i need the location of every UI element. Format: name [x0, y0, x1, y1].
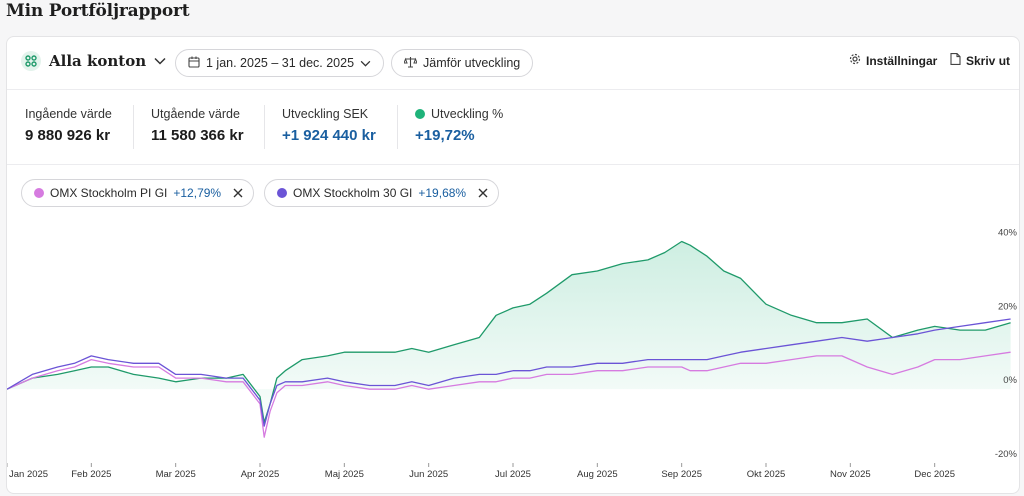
stat-label: Ingående värde	[25, 107, 112, 121]
stat-label: Utgående värde	[151, 107, 240, 121]
document-icon	[950, 53, 961, 68]
y-tick-label: -20%	[995, 449, 1018, 460]
close-icon[interactable]	[478, 188, 488, 198]
x-tick-label: Aug 2025	[577, 469, 618, 480]
divider	[264, 105, 265, 149]
x-tick-label: Jan 2025	[9, 469, 48, 480]
divider	[133, 105, 134, 149]
settings-button[interactable]: Inställningar	[849, 53, 937, 68]
account-selector[interactable]: Alla konton	[21, 51, 166, 71]
comparison-change: +12,79%	[173, 186, 222, 200]
x-tick-label: Mar 2025	[156, 469, 196, 480]
scale-icon	[403, 56, 418, 71]
x-tick-label: Feb 2025	[71, 469, 111, 480]
legend-dot	[34, 188, 44, 198]
close-icon[interactable]	[233, 188, 243, 198]
stat-dev-sek: Utveckling SEK +1 924 440 kr	[282, 107, 376, 144]
divider	[7, 89, 1019, 90]
comparison-chips: OMX Stockholm PI GI +12,79% OMX Stockhol…	[7, 179, 1019, 209]
legend-dot	[277, 188, 287, 198]
comparison-name: OMX Stockholm PI GI	[50, 186, 168, 200]
stat-value: 9 880 926 kr	[25, 127, 111, 144]
chevron-down-icon	[360, 56, 371, 70]
series-line-omx-30	[7, 318, 1011, 427]
account-label: Alla konton	[49, 52, 147, 70]
settings-label: Inställningar	[866, 53, 938, 68]
x-tick-label: Jul 2025	[495, 469, 531, 480]
chart-svg: 40% 20% 0% -20% Jan 2025 Feb 2025 Mar 2025 Apr…	[7, 227, 1018, 480]
toolbar: Alla konton 1 jan. 2025 – 31 dec. 2025 J…	[7, 37, 1019, 89]
series-line-omx-pi	[7, 351, 1011, 438]
date-range-label: 1 jan. 2025 – 31 dec. 2025	[206, 56, 355, 70]
legend-dot	[415, 109, 425, 119]
x-tick-label: Okt 2025	[747, 469, 786, 480]
y-tick-label: 0%	[1003, 375, 1017, 386]
comparison-name: OMX Stockholm 30 GI	[293, 186, 413, 200]
portfolio-area	[7, 241, 1011, 423]
chevron-down-icon	[154, 52, 166, 70]
stats-row: Ingående värde 9 880 926 kr Utgående vär…	[7, 97, 1019, 159]
comparison-chip[interactable]: OMX Stockholm 30 GI +19,68%	[264, 179, 500, 207]
grid-icon	[21, 51, 41, 71]
compare-button[interactable]: Jämför utveckling	[391, 49, 534, 77]
stat-value: +1 924 440 kr	[282, 127, 376, 144]
stat-value: +19,72%	[415, 127, 475, 144]
x-tick-label: Nov 2025	[830, 469, 871, 480]
performance-chart: 40% 20% 0% -20% Jan 2025 Feb 2025 Mar 2025 Apr…	[7, 213, 1019, 493]
page-title: Min Portföljrapport	[6, 1, 190, 21]
date-range-picker[interactable]: 1 jan. 2025 – 31 dec. 2025	[175, 49, 385, 77]
stat-opening: Ingående värde 9 880 926 kr	[25, 107, 112, 144]
y-tick-label: 20%	[998, 301, 1018, 312]
x-tick-label: Jun 2025	[409, 469, 448, 480]
x-tick-label: Apr 2025	[241, 469, 280, 480]
y-tick-label: 40%	[998, 227, 1018, 238]
x-tick-label: Sep 2025	[661, 469, 702, 480]
comparison-change: +19,68%	[418, 186, 467, 200]
stat-label: Utveckling %	[431, 107, 504, 121]
stat-dev-pct: Utveckling % +19,72%	[415, 107, 503, 144]
stat-label: Utveckling SEK	[282, 107, 369, 121]
comparison-chip[interactable]: OMX Stockholm PI GI +12,79%	[21, 179, 255, 207]
stat-value: 11 580 366 kr	[151, 127, 244, 144]
divider	[397, 105, 398, 149]
calendar-icon	[188, 56, 200, 71]
stat-closing: Utgående värde 11 580 366 kr	[151, 107, 244, 144]
gear-icon	[849, 53, 861, 68]
print-label: Skriv ut	[966, 53, 1011, 68]
x-tick-label: Maj 2025	[325, 469, 364, 480]
divider	[7, 164, 1019, 165]
series-line-portfolio	[7, 240, 1011, 424]
print-button[interactable]: Skriv ut	[950, 53, 1010, 68]
portfolio-report-card: Alla konton 1 jan. 2025 – 31 dec. 2025 J…	[6, 36, 1020, 494]
compare-label: Jämför utveckling	[423, 56, 521, 70]
x-tick-label: Dec 2025	[914, 469, 955, 480]
